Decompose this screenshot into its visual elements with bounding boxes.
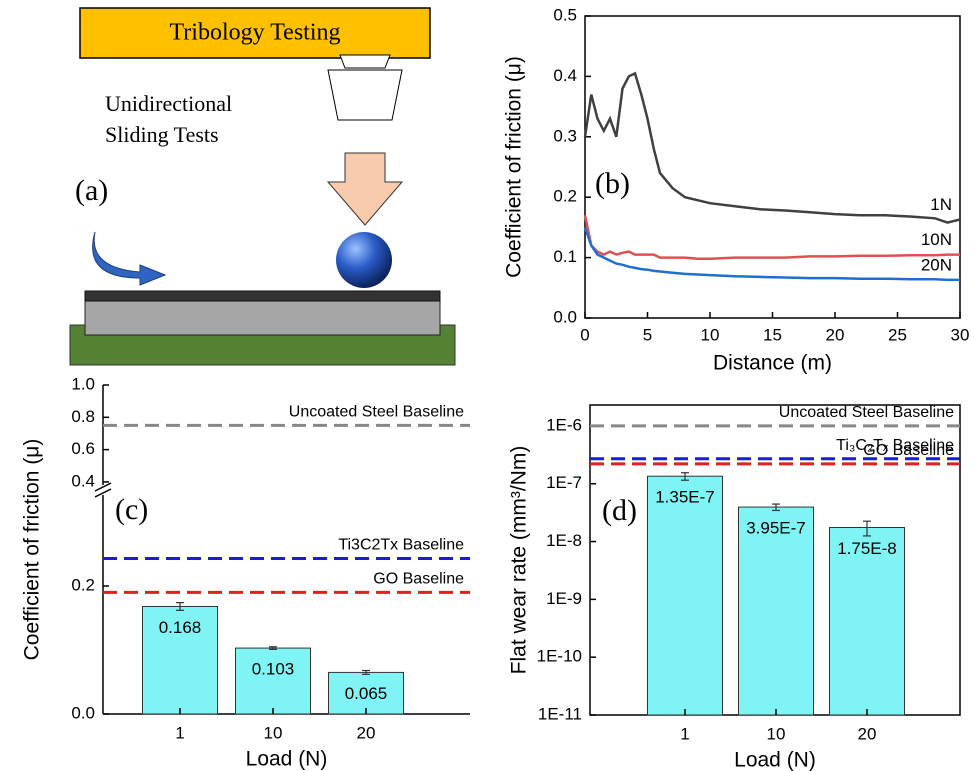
x-tick-label: 25 (888, 325, 907, 344)
bar (647, 475, 723, 716)
reference-label: Uncoated Steel Baseline (289, 404, 464, 421)
y-tick-label: 1E-10 (537, 647, 582, 666)
series-line (583, 215, 960, 261)
x-axis-label: Distance (m) (713, 352, 832, 375)
panel-label: (b) (595, 167, 630, 200)
y-tick-label: 0.3 (553, 126, 577, 145)
x-axis-label: Load (N) (734, 749, 816, 771)
panel-label: (a) (75, 174, 108, 207)
bar-value-label: 0.065 (345, 684, 388, 703)
x-tick-label: 10 (767, 724, 786, 743)
reference-label: GO Baseline (373, 571, 464, 588)
x-tick-label: 20 (826, 325, 845, 344)
y-tick-label: 1.0 (71, 374, 95, 393)
bar (738, 506, 814, 716)
series-line (583, 71, 961, 224)
reference-label: Uncoated Steel Baseline (779, 404, 954, 421)
plot-frame (584, 15, 961, 319)
x-tick-label: 20 (858, 724, 877, 743)
charts: 0.0 0.1 0.2 0.3 0.4 0.5 Coefficient of frictio… (21, 5, 970, 771)
tester-diagram (69, 54, 456, 366)
y-tick-label: 1E-11 (538, 704, 582, 723)
x-tick-label: 10 (701, 325, 720, 344)
x-tick-label: 20 (357, 723, 376, 742)
y-tick-label: 0.6 (71, 439, 95, 458)
holder-top (339, 54, 391, 69)
series-label: 20N (921, 255, 952, 274)
y-axis-label: Coefficient of friction (μ) (21, 439, 44, 661)
y-tick-label: 0.1 (553, 247, 577, 266)
load-arrow (326, 152, 404, 226)
y-tick-label: 0.0 (553, 307, 577, 326)
bar (328, 671, 404, 715)
y-tick-label: 0.2 (71, 575, 95, 594)
series-line (583, 226, 960, 282)
x-tick-label: 15 (763, 325, 782, 344)
reference-label: Ti₃C₂Tₓ Baseline (836, 437, 954, 454)
x-tick-label: 30 (951, 325, 970, 344)
bar (142, 605, 218, 715)
axis-break (94, 482, 112, 492)
bar-value-label: 3.95E-7 (746, 519, 806, 538)
reference-label: Ti3C2Tx Baseline (338, 537, 464, 554)
y-tick-label: 0.4 (71, 471, 95, 490)
axis-break-gap (97, 485, 109, 495)
y-tick-label: 0.5 (553, 5, 577, 24)
y-tick-label: 0.4 (553, 66, 577, 85)
y-tick-label: 1E-7 (546, 473, 582, 492)
y-axis-label: Flat wear rate (mm³/Nm) (508, 446, 531, 675)
holder (327, 69, 403, 121)
y-tick-label: 0.8 (71, 407, 95, 426)
y-tick-label: 1E-8 (546, 531, 582, 550)
bar-value-label: 0.103 (252, 660, 295, 679)
y-tick-label: 1E-6 (546, 415, 582, 434)
x-tick-label: 1 (680, 724, 689, 743)
disk (84, 297, 441, 336)
panel-label: (c) (115, 493, 148, 526)
x-tick-label: 1 (175, 723, 184, 742)
x-axis-label: Load (N) (246, 748, 328, 771)
subtitle-line: Unidirectional (105, 91, 232, 116)
subtitle-line: Sliding Tests (105, 122, 219, 147)
y-axis-label: Coefficient of friction (μ) (503, 56, 526, 278)
y-tick-label: 0.2 (553, 187, 577, 206)
bar (235, 647, 311, 715)
bar (829, 526, 905, 716)
diagram-title: Tribology Testing (169, 20, 340, 46)
series-label: 1N (930, 195, 952, 214)
panel-label: (d) (602, 494, 637, 527)
bar-value-label: 0.168 (159, 618, 202, 637)
bar-value-label: 1.75E-8 (837, 539, 897, 558)
x-tick-label: 0 (580, 325, 589, 344)
reference-label: GO Baseline (863, 442, 954, 459)
y-tick-label: 0.0 (71, 703, 95, 722)
coating (84, 290, 441, 302)
series-label: 10N (921, 230, 952, 249)
axis-break (94, 488, 112, 498)
title-box (79, 7, 431, 59)
bar-value-label: 1.35E-7 (655, 488, 715, 507)
x-tick-label: 10 (264, 723, 283, 742)
y-tick-label: 1E-9 (546, 589, 582, 608)
rotation-arrow (92, 231, 167, 286)
x-tick-label: 5 (643, 325, 652, 344)
ball (336, 232, 392, 288)
